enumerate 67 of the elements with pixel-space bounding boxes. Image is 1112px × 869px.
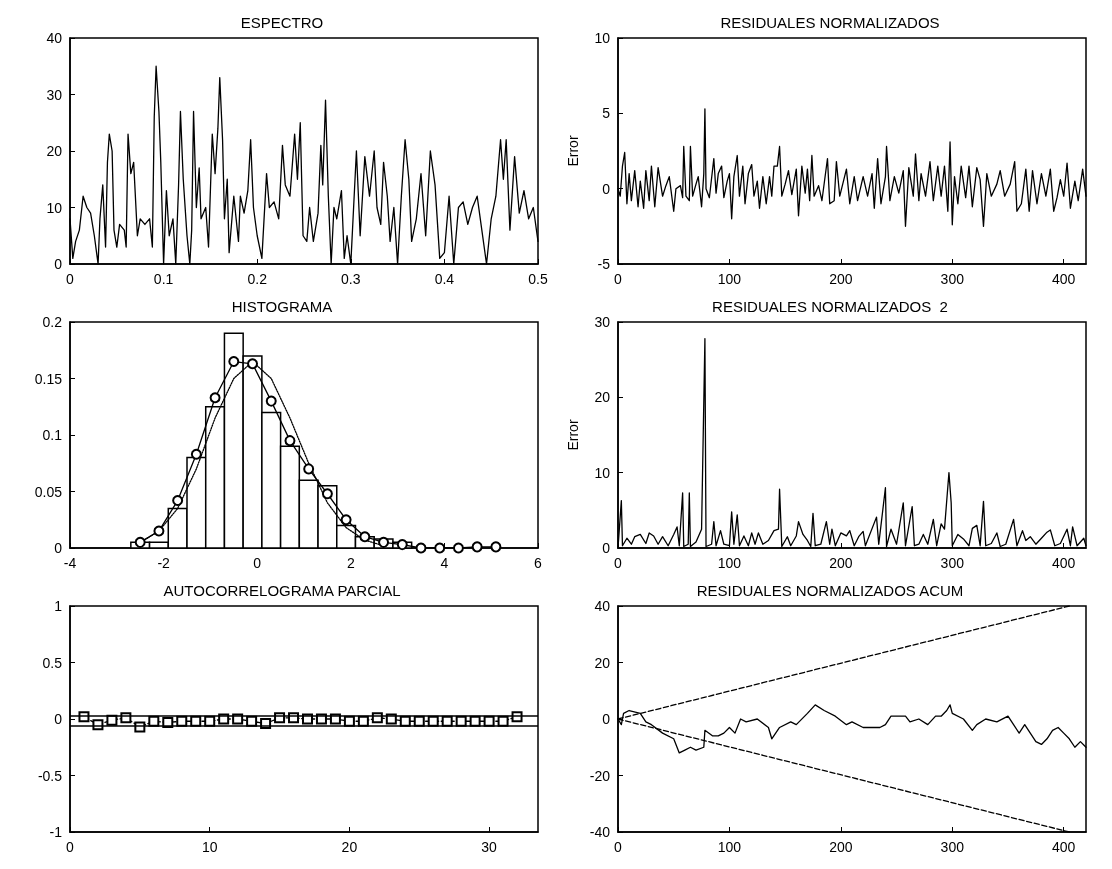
- x-tick-label: 100: [717, 271, 742, 287]
- y-tick-label: 30: [594, 314, 611, 330]
- x-tick-label: 100: [717, 555, 742, 571]
- x-tick-label: 0: [66, 839, 75, 855]
- x-tick-label: 0.5: [528, 271, 548, 287]
- x-tick-label: 400: [1052, 555, 1076, 571]
- y-tick-label: 0.15: [34, 370, 63, 387]
- chart-title: ESPECTRO: [240, 14, 324, 31]
- y-tick-label: 0.2: [42, 314, 63, 330]
- x-tick-label: 300: [940, 555, 965, 571]
- y-tick-label: 0: [602, 711, 611, 727]
- x-tick-label: 2: [346, 555, 355, 571]
- y-tick-label: 0: [602, 180, 611, 197]
- y-tick-label: -0.5: [37, 767, 63, 784]
- y-tick-label: 0: [602, 540, 611, 556]
- x-tick-label: 0: [614, 555, 623, 571]
- chart-title: RESIDUALES NORMALIZADOS ACUM: [696, 582, 964, 599]
- y-tick-label: 0: [54, 256, 63, 272]
- y-tick-label: 40: [46, 30, 63, 46]
- y-tick-label: 0: [54, 540, 63, 556]
- x-tick-label: 200: [829, 839, 853, 855]
- x-tick-label: 0.3: [341, 271, 361, 287]
- y-axis-title: Error: [565, 135, 581, 167]
- x-tick-label: 200: [829, 271, 853, 287]
- x-tick-label: 400: [1052, 839, 1076, 855]
- y-tick-label: 0.5: [42, 654, 63, 671]
- x-tick-label: 30: [481, 839, 498, 855]
- y-tick-label: 30: [46, 86, 63, 103]
- y-tick-label: 0.1: [42, 427, 63, 443]
- chart-title: RESIDUALES NORMALIZADOS 2: [712, 298, 948, 315]
- x-tick-label: 4: [440, 555, 449, 571]
- y-tick-label: 20: [594, 389, 611, 406]
- x-tick-label: 0: [253, 555, 262, 571]
- y-tick-label: 0.05: [34, 483, 63, 500]
- y-tick-label: -5: [597, 256, 611, 272]
- x-tick-label: 300: [940, 839, 965, 855]
- x-tick-label: 0: [614, 271, 623, 287]
- y-tick-label: 5: [602, 105, 611, 122]
- x-tick-label: 0: [614, 839, 623, 855]
- y-tick-label: 20: [46, 143, 63, 159]
- x-tick-label: -2: [157, 555, 171, 571]
- chart-title: RESIDUALES NORMALIZADOS: [720, 14, 940, 31]
- x-tick-label: 20: [341, 839, 358, 855]
- x-tick-label: 0.2: [247, 271, 268, 287]
- x-tick-label: 10: [201, 839, 218, 855]
- y-tick-label: 10: [594, 464, 611, 481]
- y-tick-label: 10: [46, 199, 63, 216]
- x-tick-label: 0: [66, 271, 75, 287]
- x-tick-label: 0.4: [434, 271, 455, 287]
- y-tick-label: 10: [594, 30, 611, 46]
- y-tick-label: 20: [594, 654, 611, 671]
- x-tick-label: 400: [1052, 271, 1076, 287]
- x-tick-label: 200: [829, 555, 853, 571]
- x-tick-label: 6: [534, 555, 543, 571]
- y-tick-label: -20: [589, 767, 611, 784]
- x-tick-label: -4: [63, 555, 77, 571]
- y-axis-title: Error: [565, 419, 581, 451]
- y-tick-label: 40: [594, 598, 611, 614]
- x-tick-label: 0.1: [153, 271, 174, 287]
- x-tick-label: 100: [717, 839, 742, 855]
- chart-title: AUTOCORRELOGRAMA PARCIAL: [163, 582, 401, 599]
- y-tick-label: 0: [54, 711, 63, 727]
- y-tick-label: -40: [589, 824, 611, 840]
- y-tick-label: -1: [49, 824, 63, 840]
- x-tick-label: 300: [940, 271, 965, 287]
- chart-title: HISTOGRAMA: [231, 298, 333, 315]
- y-tick-label: 1: [54, 598, 63, 614]
